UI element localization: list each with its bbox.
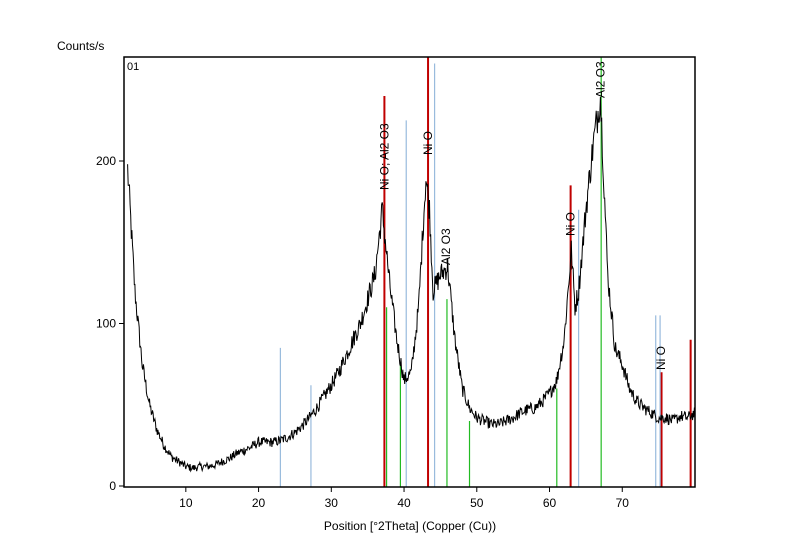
x-tick-label: 70 bbox=[616, 496, 630, 510]
x-tick-label: 40 bbox=[397, 496, 411, 510]
x-axis-ticks: 10 20 30 40 50 60 70 bbox=[179, 487, 629, 510]
y-axis-ticks: 0 100 200 bbox=[96, 154, 124, 493]
y-tick-label: 100 bbox=[96, 317, 116, 331]
reference-lines bbox=[279, 57, 692, 487]
peak-label: Ni O bbox=[654, 346, 668, 370]
x-tick-label: 50 bbox=[470, 496, 484, 510]
peak-annotations: Ni O; Al2 O3 Ni O Al2 O3 Ni O Al2 O3 Ni O bbox=[377, 61, 667, 370]
series-line-1 bbox=[127, 96, 696, 473]
x-tick-label: 20 bbox=[252, 496, 266, 510]
peak-label: Ni O bbox=[421, 131, 435, 155]
peak-label: Al2 O3 bbox=[593, 61, 607, 98]
y-tick-label: 200 bbox=[96, 154, 116, 168]
x-tick-label: 10 bbox=[179, 496, 193, 510]
y-tick-label: 0 bbox=[109, 479, 116, 493]
x-tick-label: 30 bbox=[325, 496, 339, 510]
x-tick-label: 60 bbox=[543, 496, 557, 510]
plot-frame bbox=[123, 56, 696, 488]
x-axis-label: Position [°2Theta] (Copper (Cu)) bbox=[324, 519, 496, 533]
panel-label: 01 bbox=[127, 61, 139, 73]
peak-label: Ni O; Al2 O3 bbox=[377, 123, 391, 190]
series-layer bbox=[127, 96, 696, 473]
peak-label: Al2 O3 bbox=[439, 228, 453, 265]
y-axis-label: Counts/s bbox=[57, 39, 104, 53]
peak-label: Ni O bbox=[564, 212, 578, 236]
